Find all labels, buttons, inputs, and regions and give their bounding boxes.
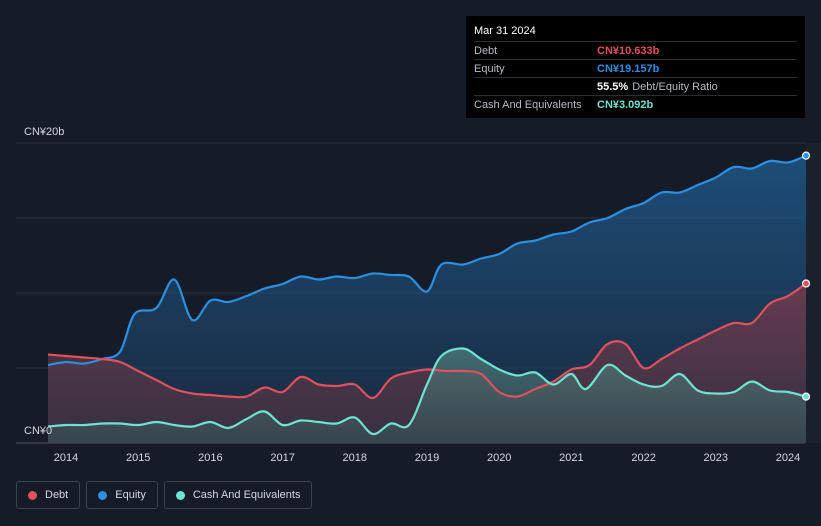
y-tick-label-top: CN¥20b [24,126,64,138]
tooltip-value: CN¥10.633b [597,44,660,57]
legend-item-equity[interactable]: Equity [86,481,158,509]
x-tick-label: 2016 [198,452,222,464]
x-tick-label: 2021 [559,452,583,464]
x-tick-label: 2019 [415,452,439,464]
legend-label: Equity [115,489,146,501]
legend-label: Debt [45,489,69,501]
tooltip-label: Equity [474,62,505,75]
x-tick-label: 2023 [704,452,728,464]
legend-dot-icon [28,490,37,500]
debt-endpoint [801,279,811,288]
tooltip-sub-label: Debt/Equity Ratio [632,80,718,93]
tooltip-value: CN¥3.092b [597,98,654,111]
legend-label: Cash And Equivalents [192,489,301,501]
equity-line [47,154,807,367]
tooltip-row-debt: Debt CN¥10.633b [474,41,797,59]
x-tick-label: 2017 [270,452,294,464]
tooltip-row-equity: Equity CN¥19.157b [474,59,797,77]
tooltip-value: 55.5% [597,80,629,93]
cash-and-equivalents-line [47,347,807,436]
legend-item-cash[interactable]: Cash And Equivalents [163,481,313,509]
x-tick-label: 2014 [54,452,78,464]
cash-and-equivalents-endpoint [801,392,811,401]
future-region [805,143,821,443]
debt-line [47,282,807,400]
tooltip-label: Debt [474,44,498,57]
x-tick-label: 2022 [631,452,655,464]
tooltip-value: CN¥19.157b [597,62,660,75]
legend-dot-icon [175,490,185,500]
x-tick-label: 2024 [776,452,800,464]
equity-endpoint [801,151,811,160]
tooltip-label: Cash And Equivalents [474,98,582,111]
tooltip-row-ratio: 55.5% Debt/Equity Ratio [474,77,797,95]
chart-legend: Debt Equity Cash And Equivalents [16,481,313,509]
legend-item-debt[interactable]: Debt [16,481,81,509]
x-tick-label: 2020 [487,452,511,464]
tooltip-panel: Mar 31 2024 Debt CN¥10.633b Equity CN¥19… [466,16,805,118]
tooltip-row-cash: Cash And Equivalents CN¥3.092b [474,95,797,113]
cash-and-equivalents-area [48,348,806,443]
x-tick-label: 2015 [126,452,150,464]
legend-dot-icon [98,490,108,500]
x-tick-label: 2018 [343,452,367,464]
tooltip-date: Mar 31 2024 [474,25,536,37]
y-tick-label-bottom: CN¥0 [24,425,52,437]
